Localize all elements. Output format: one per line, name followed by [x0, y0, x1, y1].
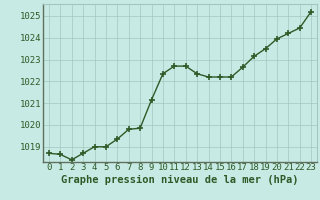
X-axis label: Graphe pression niveau de la mer (hPa): Graphe pression niveau de la mer (hPa)	[61, 175, 299, 185]
